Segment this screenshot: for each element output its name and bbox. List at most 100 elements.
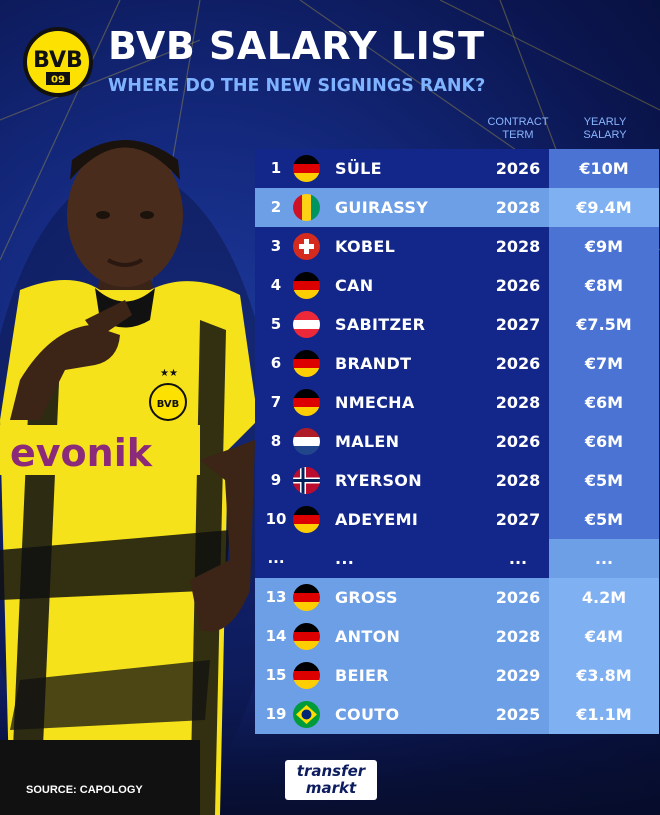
contract-term: 2026 [495, 276, 541, 295]
germany-flag-icon [293, 272, 320, 299]
salary-cell-bg [549, 383, 659, 422]
contract-term: 2027 [495, 315, 541, 334]
contract-term: 2028 [495, 627, 541, 646]
table-row: 10 ADEYEMI 2027 €5M [255, 500, 659, 539]
player-name: RYERSON [335, 471, 422, 490]
germany-flag-icon [293, 350, 320, 377]
svg-text:evonik: evonik [10, 431, 153, 475]
header-yearly-salary: YEARLY SALARY [583, 116, 627, 141]
table-row: 2 GUIRASSY 2028 €9.4M [255, 188, 659, 227]
yearly-salary: €9.4M [576, 198, 632, 217]
player-name: CAN [335, 276, 374, 295]
brand-line-2: markt [305, 779, 357, 797]
rank: 6 [270, 354, 282, 372]
player-name: GROSS [335, 588, 398, 607]
germany-flag-icon [293, 155, 320, 182]
page-subtitle: WHERE DO THE NEW SIGNINGS RANK? [108, 76, 486, 96]
yearly-salary: €6M [584, 432, 624, 451]
salary-cell-bg [549, 578, 659, 617]
salary-cell-bg [549, 695, 659, 734]
transfermarkt-logo: transfer markt [285, 760, 377, 800]
yearly-salary: €6M [584, 393, 624, 412]
player-name: MALEN [335, 432, 400, 451]
contract-term: 2025 [495, 705, 541, 724]
guinea-flag-icon [293, 194, 320, 221]
player-name: BRANDT [335, 354, 412, 373]
player-name: ... [335, 549, 355, 568]
table-row: 7 NMECHA 2028 €6M [255, 383, 659, 422]
yearly-salary: €9M [584, 237, 624, 256]
svg-text:BVB: BVB [157, 399, 180, 410]
table-row: 5 SABITZER 2027 €7.5M [255, 305, 659, 344]
contract-term: 2028 [495, 471, 541, 490]
player-name: COUTO [335, 705, 400, 724]
contract-term: 2028 [495, 237, 541, 256]
svg-text:★★: ★★ [160, 368, 178, 379]
rank: 7 [270, 393, 282, 411]
rank: 9 [270, 471, 282, 489]
rank: 10 [265, 510, 287, 528]
yearly-salary: €3.8M [576, 666, 632, 685]
salary-cell-bg [549, 305, 659, 344]
rank: 2 [270, 198, 282, 216]
contract-term: 2028 [495, 393, 541, 412]
yearly-salary: €7.5M [576, 315, 632, 334]
salary-cell-bg [549, 149, 659, 188]
salary-cell-bg [549, 227, 659, 266]
austria-flag-icon [293, 311, 320, 338]
salary-cell-bg [549, 422, 659, 461]
germany-flag-icon [293, 584, 320, 611]
yearly-salary: €5M [584, 471, 624, 490]
salary-cell-bg [549, 617, 659, 656]
table-row: 6 BRANDT 2026 €7M [255, 344, 659, 383]
brazil-flag-icon [293, 701, 320, 728]
table-row: 4 CAN 2026 €8M [255, 266, 659, 305]
switzerland-flag-icon [293, 233, 320, 260]
contract-term: 2028 [495, 198, 541, 217]
rank: ... [267, 549, 285, 567]
rank: 19 [265, 705, 287, 723]
yearly-salary: €4M [584, 627, 624, 646]
table-row: 14 ANTON 2028 €4M [255, 617, 659, 656]
yearly-salary: €10M [579, 159, 629, 178]
salary-cell-bg [549, 461, 659, 500]
yearly-salary: €7M [584, 354, 624, 373]
table-row: 3 KOBEL 2028 €9M [255, 227, 659, 266]
germany-flag-icon [293, 662, 320, 689]
salary-cell-bg [549, 656, 659, 695]
salary-cell-bg [549, 266, 659, 305]
contract-term: 2027 [495, 510, 541, 529]
rank: 5 [270, 315, 282, 333]
header-contract-term: CONTRACT TERM [487, 116, 549, 141]
contract-term: 2026 [495, 588, 541, 607]
player-name: KOBEL [335, 237, 396, 256]
table-row: 1 SÜLE 2026 €10M [255, 149, 659, 188]
player-name: BEIER [335, 666, 389, 685]
salary-cell-bg [549, 539, 659, 578]
salary-cell-bg [549, 188, 659, 227]
player-name: GUIRASSY [335, 198, 429, 217]
norway-flag-icon [293, 467, 320, 494]
contract-term: 2026 [495, 432, 541, 451]
player-name: ADEYEMI [335, 510, 419, 529]
contract-term: 2026 [495, 354, 541, 373]
rank: 15 [265, 666, 287, 684]
yearly-salary: €5M [584, 510, 624, 529]
yearly-salary: 4.2M [581, 588, 627, 607]
rank: 3 [270, 237, 282, 255]
yearly-salary: €8M [584, 276, 624, 295]
contract-term: ... [508, 549, 528, 568]
germany-flag-icon [293, 506, 320, 533]
contract-term: 2026 [495, 159, 541, 178]
netherlands-flag-icon [293, 428, 320, 455]
player-name: SÜLE [335, 159, 382, 178]
player-photo: BVB ★★ evonik [0, 140, 280, 815]
player-name: ANTON [335, 627, 401, 646]
source-note: SOURCE: CAPOLOGY [26, 784, 143, 796]
salary-table: 1 SÜLE 2026 €10M 2 GUIRASSY 2028 €9.4M 3 KOBEL 202… [255, 149, 659, 734]
table-row: ............ [255, 539, 659, 578]
player-name: SABITZER [335, 315, 426, 334]
rank: 4 [270, 276, 282, 294]
rank: 13 [265, 588, 287, 606]
brand-line-1: transfer [296, 762, 366, 780]
